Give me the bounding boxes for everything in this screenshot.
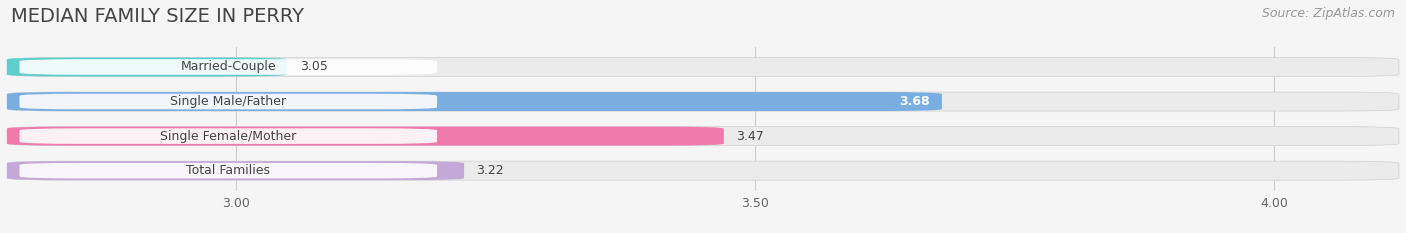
FancyBboxPatch shape: [7, 92, 1399, 111]
FancyBboxPatch shape: [20, 163, 437, 178]
FancyBboxPatch shape: [7, 127, 1399, 146]
Text: Single Female/Mother: Single Female/Mother: [160, 130, 297, 143]
FancyBboxPatch shape: [7, 58, 287, 76]
Text: MEDIAN FAMILY SIZE IN PERRY: MEDIAN FAMILY SIZE IN PERRY: [11, 7, 304, 26]
FancyBboxPatch shape: [7, 92, 942, 111]
FancyBboxPatch shape: [7, 161, 464, 180]
Text: Total Families: Total Families: [186, 164, 270, 177]
FancyBboxPatch shape: [20, 59, 437, 75]
Text: 3.68: 3.68: [898, 95, 929, 108]
FancyBboxPatch shape: [7, 161, 1399, 180]
Text: 3.05: 3.05: [299, 61, 328, 73]
Text: Source: ZipAtlas.com: Source: ZipAtlas.com: [1261, 7, 1395, 20]
FancyBboxPatch shape: [7, 58, 1399, 76]
Text: Married-Couple: Married-Couple: [180, 61, 276, 73]
FancyBboxPatch shape: [20, 94, 437, 109]
Text: 3.22: 3.22: [477, 164, 505, 177]
FancyBboxPatch shape: [20, 128, 437, 144]
Text: 3.47: 3.47: [737, 130, 763, 143]
FancyBboxPatch shape: [7, 127, 724, 146]
Text: Single Male/Father: Single Male/Father: [170, 95, 287, 108]
